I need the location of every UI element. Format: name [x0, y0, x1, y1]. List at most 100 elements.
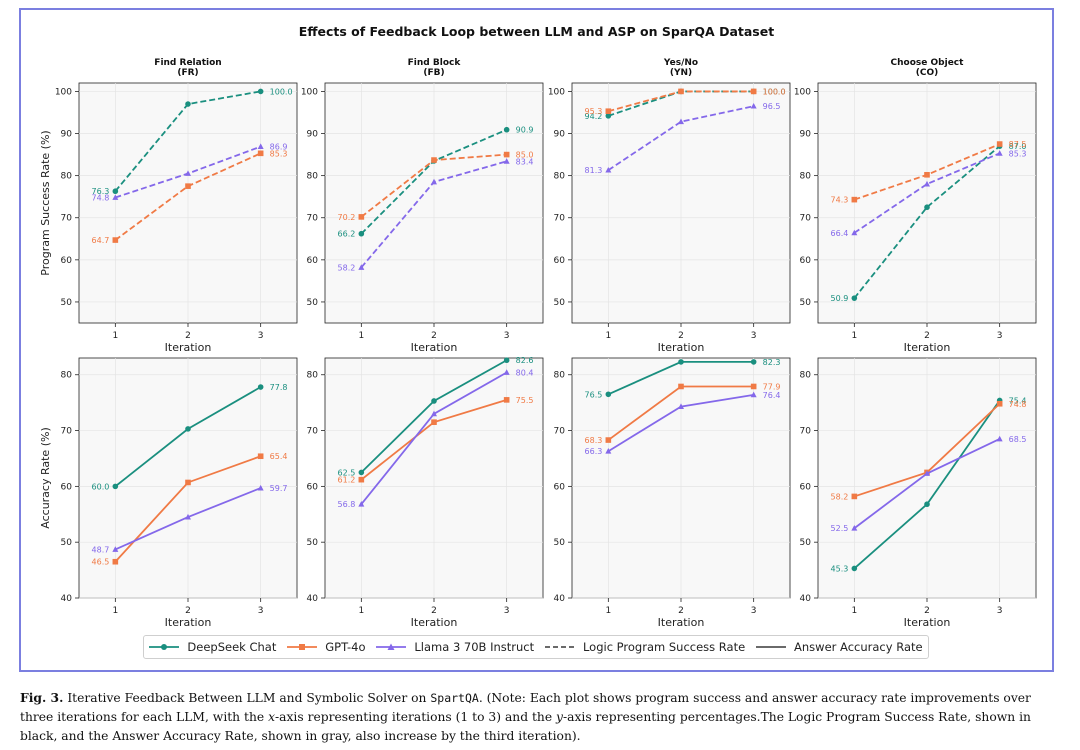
x-tick-label: 2	[924, 606, 930, 616]
legend-dashed-line-icon	[544, 646, 575, 648]
data-label: 96.5	[763, 102, 781, 111]
data-point	[112, 194, 119, 200]
y-tick-label: 80	[800, 172, 812, 182]
y-tick-label: 40	[61, 594, 73, 604]
data-point	[257, 384, 264, 390]
data-label: 68.3	[585, 436, 603, 445]
panel-subtitle: (FB)	[423, 68, 444, 78]
figure-title: Effects of Feedback Loop between LLM and…	[298, 24, 775, 39]
data-point	[257, 453, 264, 460]
data-point	[431, 178, 437, 185]
data-label: 60.0	[92, 482, 110, 491]
x-axis-label: Iteration	[165, 341, 212, 354]
data-label: 58.2	[338, 263, 356, 272]
data-label: 76.5	[585, 390, 603, 399]
caption-text: -axis representing percentages.The Logic…	[20, 710, 1031, 743]
legend-label: Answer Accuracy Rate	[794, 640, 923, 654]
data-point	[851, 196, 858, 203]
x-tick-label: 1	[851, 606, 857, 616]
data-point	[503, 158, 510, 164]
data-point	[431, 419, 437, 425]
y-tick-label: 80	[554, 172, 566, 182]
y-tick-label: 50	[800, 298, 812, 308]
data-point	[605, 448, 612, 454]
data-point	[431, 157, 437, 163]
data-label: 81.3	[585, 166, 603, 175]
y-tick-label: 70	[61, 427, 73, 437]
y-tick-label: 80	[61, 371, 73, 381]
y-tick-label: 90	[554, 130, 566, 140]
y-tick-label: 60	[61, 256, 73, 266]
y-tick-label: 70	[800, 214, 812, 224]
legend-label: GPT-4o	[325, 640, 366, 654]
legend-marker-triangle-icon	[376, 643, 407, 650]
x-tick-label: 3	[997, 606, 1003, 616]
legend-label: DeepSeek Chat	[187, 640, 277, 654]
data-label: 75.4	[1009, 396, 1027, 405]
y-tick-label: 80	[307, 172, 319, 182]
x-axis-label: Iteration	[904, 341, 951, 354]
data-point	[750, 391, 757, 398]
y-tick-label: 70	[554, 427, 566, 437]
data-point	[112, 483, 119, 490]
panel-title: Yes/No	[663, 58, 698, 68]
legend-item-llama: Llama 3 70B Instruct	[376, 640, 534, 654]
data-label: 87.5	[1009, 140, 1027, 149]
y-axis-label: Program Success Rate (%)	[39, 130, 52, 275]
x-tick-label: 1	[605, 331, 611, 341]
x-tick-label: 2	[431, 606, 437, 616]
data-label: 68.5	[1009, 435, 1027, 444]
data-point	[431, 410, 437, 417]
x-tick-label: 3	[258, 606, 264, 616]
chart-panel-4: 50 60 70 80 90 100 1 2 3 Iteration Choose Object(C…	[794, 58, 1037, 354]
data-point	[924, 501, 930, 508]
data-point	[924, 180, 930, 187]
data-label: 66.3	[585, 447, 603, 456]
y-tick-label: 40	[800, 594, 812, 604]
caption-text: Iterative Feedback Between LLM and Symbo…	[63, 691, 431, 705]
x-tick-label: 2	[924, 331, 930, 341]
data-point	[112, 546, 119, 552]
legend-item-gpt4o: GPT-4o	[287, 640, 366, 654]
y-tick-label: 70	[307, 214, 319, 224]
x-tick-label: 2	[678, 606, 684, 616]
data-label: 76.3	[92, 187, 110, 196]
legend: DeepSeek Chat GPT-4o Llama 3 70B Instruc…	[143, 635, 929, 659]
data-label: 48.7	[92, 545, 110, 554]
data-label: 76.4	[763, 391, 781, 400]
data-point	[503, 357, 510, 364]
data-point	[678, 359, 684, 365]
x-axis-label: Iteration	[904, 616, 951, 629]
data-label: 77.9	[763, 382, 781, 391]
y-tick-label: 50	[554, 298, 566, 308]
data-label: 61.2	[338, 476, 356, 485]
caption-y-axis: y	[556, 710, 563, 724]
chart-panel-1: 50 60 70 80 90 100 1 2 3 Iteration Program Success…	[39, 58, 298, 354]
y-tick-label: 70	[800, 427, 812, 437]
y-tick-label: 80	[307, 371, 319, 381]
data-point	[185, 513, 191, 520]
y-tick-label: 100	[548, 87, 565, 97]
caption-fig-label: Fig. 3.	[20, 690, 64, 705]
data-label: 45.3	[831, 564, 849, 573]
data-point	[503, 397, 510, 403]
chart-panel-7: 40 50 60 70 80 1 2 3 Iteration 76.5 82.3 68.3 77.9 66…	[554, 357, 791, 629]
data-label: 58.2	[831, 492, 849, 501]
x-tick-label: 3	[751, 606, 757, 616]
data-label: 74.3	[831, 196, 849, 205]
caption-text: . (Note: Each plot shows program success…	[20, 691, 1031, 724]
data-point	[257, 88, 264, 95]
data-point	[851, 493, 858, 500]
panel-title: Choose Object	[891, 58, 965, 68]
data-point	[750, 383, 757, 390]
data-point	[851, 525, 858, 531]
data-point	[112, 558, 119, 565]
data-point	[605, 113, 612, 119]
panel-subtitle: (YN)	[670, 68, 692, 78]
data-point	[996, 400, 1003, 407]
y-tick-label: 40	[554, 594, 566, 604]
data-label: 83.4	[516, 157, 534, 166]
y-tick-label: 60	[800, 256, 812, 266]
y-tick-label: 100	[301, 87, 318, 97]
